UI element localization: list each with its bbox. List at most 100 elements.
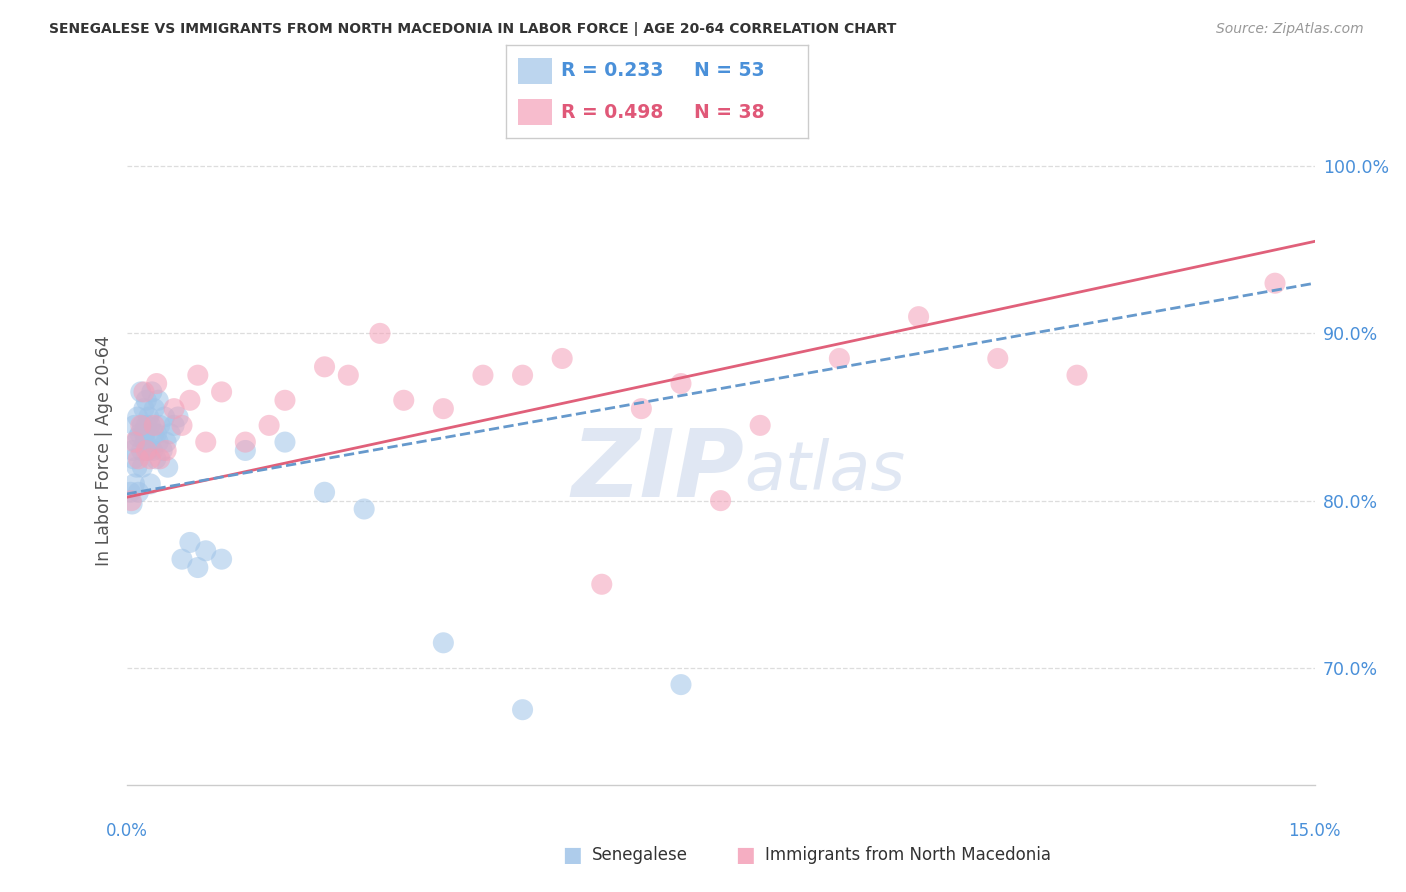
Point bbox=[159, 426, 181, 441]
Point bbox=[139, 418, 162, 433]
Point bbox=[170, 552, 193, 566]
Point bbox=[179, 393, 201, 408]
Text: 15.0%: 15.0% bbox=[1288, 822, 1341, 840]
Point bbox=[143, 401, 166, 416]
Point bbox=[828, 351, 851, 366]
Text: ■: ■ bbox=[562, 845, 582, 864]
Point bbox=[274, 435, 297, 450]
Point bbox=[124, 477, 146, 491]
Point bbox=[669, 376, 692, 391]
Point bbox=[353, 502, 375, 516]
Text: N = 53: N = 53 bbox=[693, 62, 765, 80]
Point bbox=[120, 493, 142, 508]
Point bbox=[127, 410, 149, 425]
Point bbox=[145, 376, 167, 391]
Point bbox=[132, 384, 155, 399]
Point bbox=[150, 443, 173, 458]
Point bbox=[143, 426, 166, 441]
Text: 0.0%: 0.0% bbox=[105, 822, 148, 840]
Text: R = 0.498: R = 0.498 bbox=[561, 103, 664, 121]
Point bbox=[591, 577, 613, 591]
Point bbox=[135, 443, 157, 458]
Point bbox=[141, 384, 163, 399]
Point bbox=[136, 443, 159, 458]
Point bbox=[148, 393, 170, 408]
Point bbox=[163, 401, 186, 416]
Point bbox=[194, 544, 217, 558]
Point bbox=[1066, 368, 1088, 383]
Point bbox=[314, 485, 336, 500]
Point bbox=[135, 435, 157, 450]
Point bbox=[129, 418, 152, 433]
Point bbox=[129, 426, 152, 441]
Point bbox=[135, 393, 157, 408]
Point bbox=[124, 435, 146, 450]
Point bbox=[156, 460, 179, 475]
Point bbox=[138, 410, 160, 425]
Point bbox=[187, 368, 209, 383]
Point bbox=[432, 401, 454, 416]
Point bbox=[149, 451, 172, 466]
Point bbox=[129, 384, 152, 399]
Text: N = 38: N = 38 bbox=[693, 103, 765, 121]
FancyBboxPatch shape bbox=[519, 58, 551, 84]
Point bbox=[145, 451, 167, 466]
Point bbox=[233, 435, 256, 450]
Point bbox=[987, 351, 1010, 366]
Point bbox=[155, 443, 177, 458]
Point bbox=[512, 703, 534, 717]
Point bbox=[432, 636, 454, 650]
Point bbox=[122, 443, 145, 458]
Point bbox=[749, 418, 772, 433]
Point bbox=[179, 535, 201, 549]
Point bbox=[132, 401, 155, 416]
Point bbox=[127, 430, 149, 444]
Point bbox=[125, 460, 148, 475]
Text: ZIP: ZIP bbox=[571, 425, 744, 516]
Point bbox=[122, 451, 145, 466]
Text: Immigrants from North Macedonia: Immigrants from North Macedonia bbox=[765, 846, 1050, 863]
Point bbox=[155, 435, 177, 450]
Point bbox=[709, 493, 731, 508]
Point bbox=[131, 418, 153, 433]
Point bbox=[139, 477, 162, 491]
Point bbox=[127, 451, 149, 466]
Point bbox=[274, 393, 297, 408]
Point bbox=[153, 410, 176, 425]
Point bbox=[131, 460, 153, 475]
Point bbox=[472, 368, 495, 383]
Text: SENEGALESE VS IMMIGRANTS FROM NORTH MACEDONIA IN LABOR FORCE | AGE 20-64 CORRELA: SENEGALESE VS IMMIGRANTS FROM NORTH MACE… bbox=[49, 22, 897, 37]
Point bbox=[127, 485, 149, 500]
FancyBboxPatch shape bbox=[519, 99, 551, 125]
Point bbox=[337, 368, 360, 383]
Point bbox=[121, 497, 143, 511]
Point bbox=[257, 418, 280, 433]
Y-axis label: In Labor Force | Age 20-64: In Labor Force | Age 20-64 bbox=[94, 335, 112, 566]
Text: ■: ■ bbox=[735, 845, 755, 864]
Point bbox=[368, 326, 391, 341]
Point bbox=[211, 552, 233, 566]
Point bbox=[139, 451, 162, 466]
Point bbox=[551, 351, 574, 366]
Point bbox=[170, 418, 193, 433]
Point bbox=[392, 393, 415, 408]
Text: Senegalese: Senegalese bbox=[592, 846, 688, 863]
Point bbox=[194, 435, 217, 450]
Text: atlas: atlas bbox=[744, 438, 905, 503]
Point bbox=[124, 418, 146, 433]
Point bbox=[512, 368, 534, 383]
Text: Source: ZipAtlas.com: Source: ZipAtlas.com bbox=[1216, 22, 1364, 37]
Point bbox=[149, 418, 172, 433]
Point bbox=[669, 678, 692, 692]
Point bbox=[907, 310, 929, 324]
Point bbox=[125, 435, 148, 450]
Point bbox=[131, 443, 153, 458]
Point bbox=[167, 410, 190, 425]
Point bbox=[148, 435, 170, 450]
Point bbox=[314, 359, 336, 374]
Point bbox=[187, 560, 209, 574]
Point bbox=[120, 485, 142, 500]
Point bbox=[211, 384, 233, 399]
Point bbox=[233, 443, 256, 458]
Point bbox=[145, 426, 167, 441]
